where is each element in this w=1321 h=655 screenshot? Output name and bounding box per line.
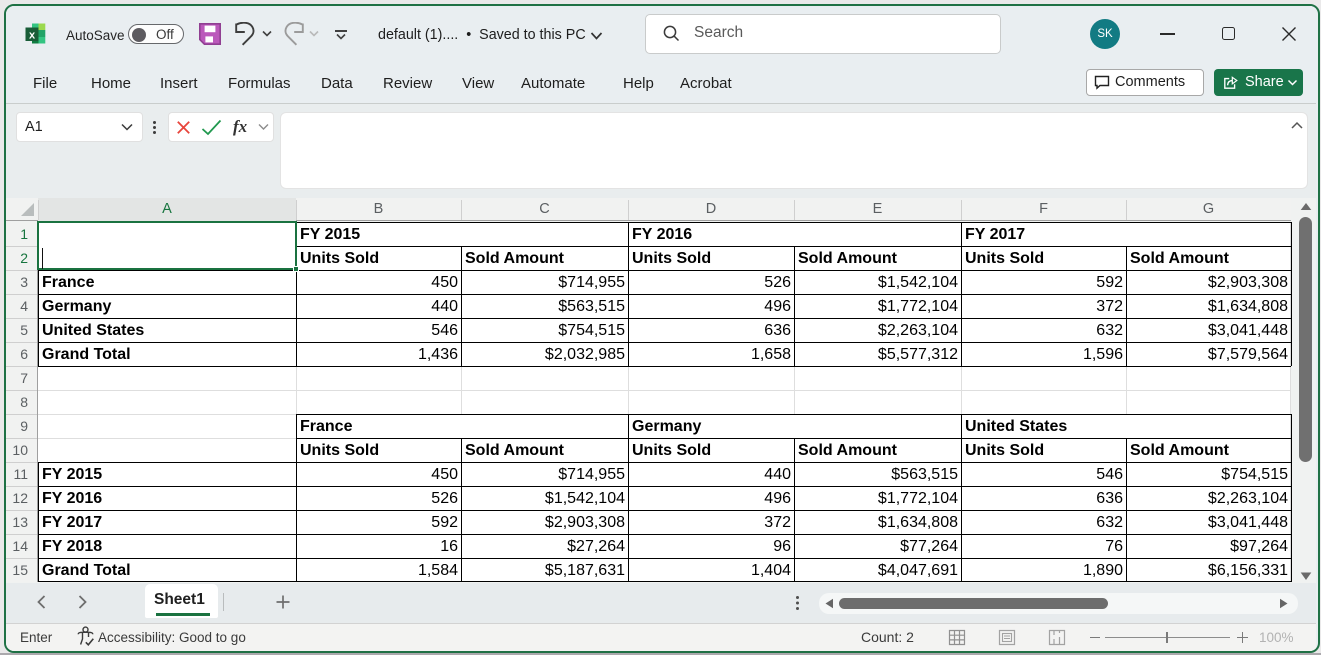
svg-text:x: x [29,30,36,42]
